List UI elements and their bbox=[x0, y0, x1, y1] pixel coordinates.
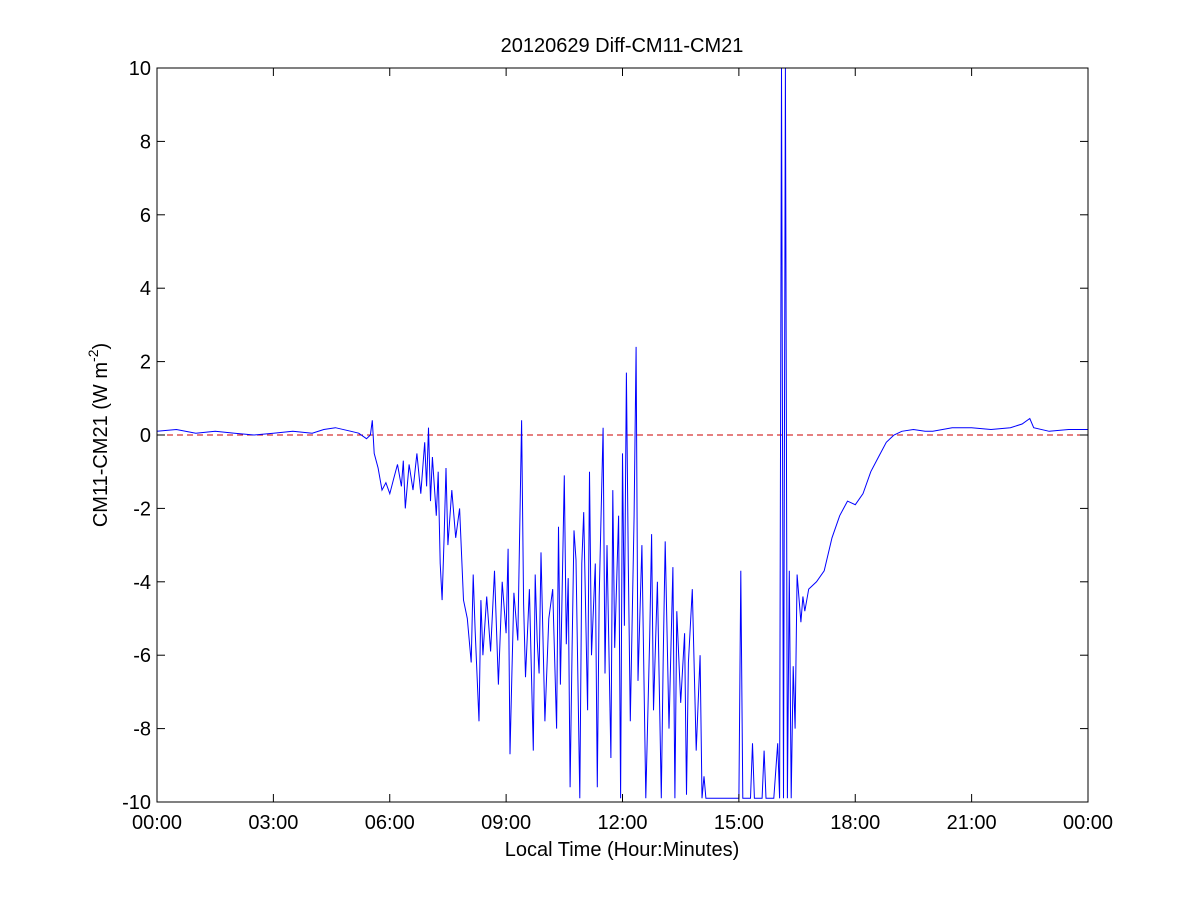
y-tick-label: 6 bbox=[140, 205, 151, 227]
y-axis-label-suffix: ) bbox=[90, 343, 112, 350]
y-axis-label: CM11-CM21 (W m-2) bbox=[85, 343, 112, 527]
series-layer bbox=[156, 67, 1088, 799]
y-tick-label: 8 bbox=[140, 131, 151, 153]
y-tick-label: 10 bbox=[129, 58, 151, 80]
y-axis-label-exponent: -2 bbox=[85, 349, 101, 362]
x-tick-label: 21:00 bbox=[947, 812, 997, 834]
x-tick-label: 06:00 bbox=[365, 812, 415, 834]
y-tick-label: -6 bbox=[133, 645, 151, 667]
x-tick-label: 03:00 bbox=[248, 812, 298, 834]
y-tick-label: -10 bbox=[122, 792, 151, 814]
x-tick-label: 00:00 bbox=[1063, 812, 1113, 834]
x-tick-label: 00:00 bbox=[132, 812, 182, 834]
x-tick-label: 18:00 bbox=[830, 812, 880, 834]
x-axis-label: Local Time (Hour:Minutes) bbox=[505, 839, 740, 861]
series-line bbox=[156, 67, 1088, 799]
y-tick-label: -4 bbox=[133, 572, 151, 594]
y-tick-label: -8 bbox=[133, 719, 151, 741]
y-tick-label: 4 bbox=[140, 278, 151, 300]
y-tick-label: 0 bbox=[140, 425, 151, 447]
y-tick-label: -2 bbox=[133, 498, 151, 520]
x-tick-label: 09:00 bbox=[481, 812, 531, 834]
chart-title: 20120629 Diff-CM11-CM21 bbox=[501, 35, 744, 57]
x-tick-label: 12:00 bbox=[597, 812, 647, 834]
x-tick-label: 15:00 bbox=[714, 812, 764, 834]
y-tick-label: 2 bbox=[140, 352, 151, 374]
tick-layer: 00:00 03:00 06:00 09:00 12:00 15:00 18:00 21:00… bbox=[122, 58, 1113, 834]
y-axis-label-prefix: CM11-CM21 (W m bbox=[90, 362, 112, 527]
